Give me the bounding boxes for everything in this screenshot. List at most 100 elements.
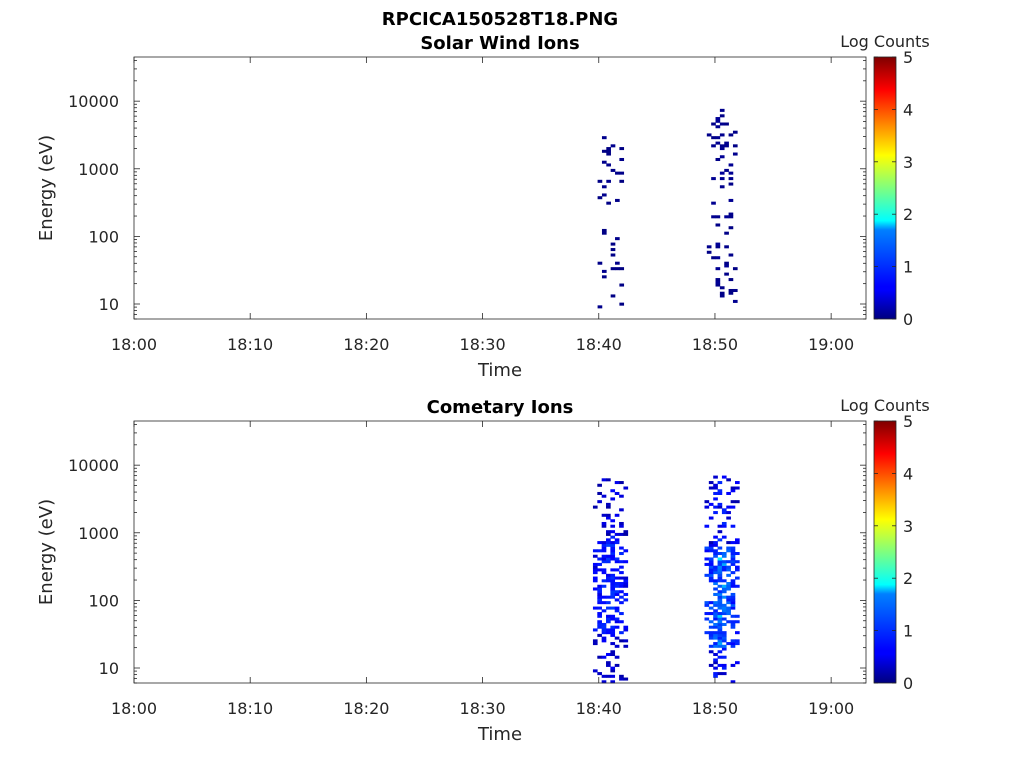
spectrogram-cell [619,590,624,594]
spectrogram-cell [597,541,602,545]
spectrogram-cell [730,625,736,629]
spectrogram-cell [721,508,727,512]
spectrogram-cell [610,546,616,550]
spectrogram-cell [606,560,611,564]
spectrogram-cell [713,571,718,575]
spectrogram-cell [735,568,740,572]
spectrogram-cell [601,160,607,164]
spectrogram-cell [597,598,602,602]
panels: 18:00 18:10 18:20 18:30 18:40 18:50 19:0010100… [36,32,930,745]
spectrogram-cell [610,625,616,629]
spectrogram-cell [717,557,723,561]
spectrogram-cell [597,672,602,676]
spectrogram-cell [726,560,731,564]
spectrogram-cell [719,133,725,137]
spectrogram-cell [717,565,723,569]
spectrogram-cell [610,582,616,586]
spectrogram-cell [732,144,738,148]
spectrogram-cell [619,302,625,306]
spectrogram-cell [721,554,727,558]
spectrogram-cell [730,663,736,667]
spectrogram-cell [601,185,607,189]
spectrogram-cell [721,639,727,643]
spectrogram-cell [619,147,625,151]
spectrogram-cell [732,130,738,134]
spectrogram-cells [592,475,740,684]
spectrogram-cell [721,606,727,610]
spectrogram-cell [614,541,620,545]
spectrogram-cell [601,579,607,583]
spectrogram-cell [606,576,611,580]
spectrogram-cell [706,245,712,249]
spectrogram-cell [619,524,624,528]
spectrogram-cell [708,636,714,640]
spectrogram-cell [726,609,731,613]
y-tick-label: 100 [88,591,119,610]
spectrogram-cell [610,595,616,599]
spectrogram-cell [730,557,736,561]
spectrogram-cell [724,141,729,145]
colorbar-tick-label: 4 [903,464,913,483]
spectrogram-cell [719,286,725,290]
spectrogram-cell [717,584,723,588]
spectrogram-cell [708,650,714,654]
spectrogram-cell [706,133,712,137]
colorbar-label: Log Counts [840,32,930,51]
colorbar-tick-label: 1 [903,258,913,277]
spectrogram-cell [623,532,629,536]
spectrogram-cell [614,557,620,561]
spectrogram-cell [601,549,607,553]
spectrogram-cell [728,198,734,202]
spectrogram-cell [721,590,727,594]
spectrogram-cell [717,530,723,534]
spectrogram-cell [623,639,629,643]
spectrogram-cell [601,136,607,140]
spectrogram-cell [610,541,616,545]
spectrogram-cell [623,625,629,629]
spectrogram-cell [610,267,616,271]
spectrogram-cell [601,674,607,678]
spectrogram-cell [724,215,729,219]
spectrogram-cell [735,565,740,569]
spectrogram-cell [726,541,731,545]
spectrogram-cell [721,535,727,539]
spectrogram-cell [606,478,611,482]
spectrogram-cell [713,658,718,662]
spectrogram-cells [597,108,738,309]
spectrogram-cell [719,294,725,298]
spectrogram-cell [717,650,723,654]
spectrogram-cell [719,177,725,181]
spectrogram-cell [721,631,727,635]
spectrogram-cell [606,628,611,632]
spectrogram-cell [619,565,624,569]
spectrogram-cell [717,491,723,495]
spectrogram-cell [719,185,725,189]
spectrogram-cell [601,543,607,547]
spectrogram-cell [606,530,611,534]
spectrogram-cell [601,269,607,273]
spectrogram-cell [708,486,714,490]
spectrogram-cell [730,546,736,550]
spectrogram-cell [597,595,602,599]
spectrogram-cell [721,617,727,621]
spectrogram-cell [623,486,629,490]
spectrogram-cell [623,582,629,586]
spectrogram-cell [619,571,624,575]
spectrogram-cell [601,568,607,572]
spectrogram-cell [713,617,718,621]
spectrogram-cell [601,609,607,613]
spectrogram-cell [623,598,629,602]
spectrogram-cell [721,475,727,479]
spectrogram-cell [735,584,740,588]
spectrogram-cell [601,275,607,279]
spectrogram-cell [592,576,598,580]
spectrogram-cell [597,557,602,561]
colorbar-tick-label: 5 [903,48,913,67]
spectrogram-cell [610,253,616,257]
spectrogram-cell [717,562,723,566]
spectrogram-cell [717,502,723,506]
x-axis-label: Time [477,360,522,381]
spectrogram-cell [592,669,598,673]
spectrogram-cell [614,576,620,580]
spectrogram-cell [706,250,712,254]
